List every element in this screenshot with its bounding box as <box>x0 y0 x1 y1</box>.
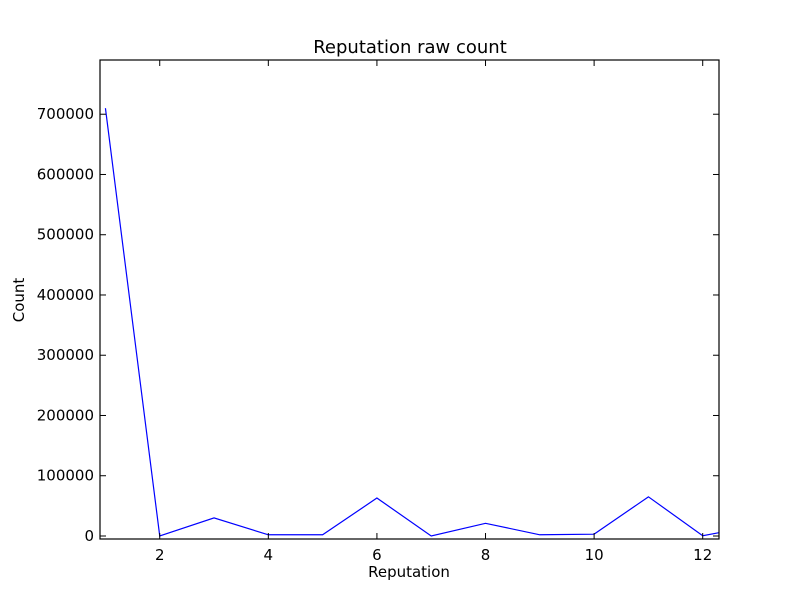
series-line <box>104 108 720 537</box>
y-tick-label: 0 <box>84 527 94 545</box>
y-tick-label: 200000 <box>37 406 94 424</box>
x-axis-label: Reputation <box>368 563 450 581</box>
y-tick-label: 100000 <box>37 467 94 485</box>
plot-frame <box>99 59 720 540</box>
x-tick-label: 2 <box>155 546 165 564</box>
x-tick-label: 4 <box>264 546 274 564</box>
y-axis-label: Count <box>10 278 28 323</box>
x-tick-label: 10 <box>585 546 604 564</box>
y-tick-label: 700000 <box>37 105 94 123</box>
y-tick-label: 500000 <box>37 226 94 244</box>
x-tick-label: 6 <box>372 546 382 564</box>
y-tick-label: 600000 <box>37 165 94 183</box>
chart-title: Reputation raw count <box>313 37 507 58</box>
x-tick-label: 8 <box>481 546 491 564</box>
series-layer <box>104 108 720 537</box>
y-tick-label: 400000 <box>37 286 94 304</box>
plot-area-background <box>100 60 719 539</box>
x-tick-label: 12 <box>693 546 712 564</box>
y-tick-label: 300000 <box>37 346 94 364</box>
ticks-layer: 2 4 6 8 10 12 0 100000 200000 300000 400000 500000 6… <box>37 60 719 564</box>
